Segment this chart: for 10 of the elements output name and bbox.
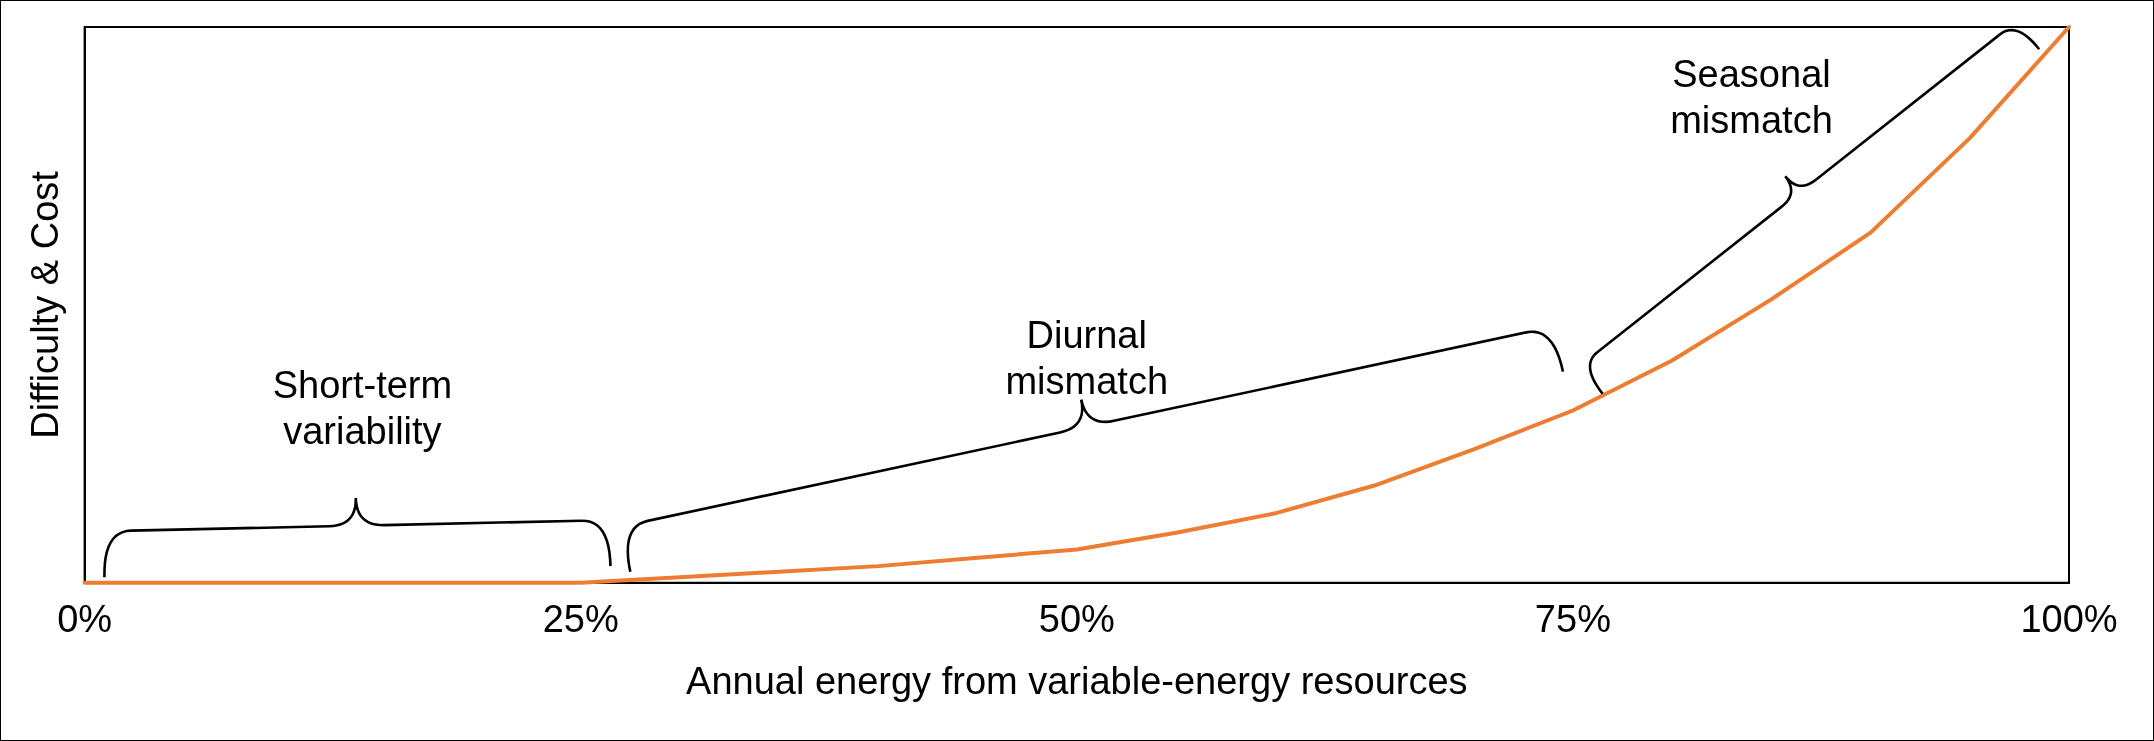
annotation: Short-term variability xyxy=(272,363,453,452)
x-tick-label: 100% xyxy=(2020,598,2118,641)
y-axis-title: Difficulty & Cost xyxy=(24,170,67,439)
annotation: Diurnal mismatch xyxy=(1005,313,1169,402)
annotation: Seasonal mismatch xyxy=(1670,52,1833,141)
x-tick-label: 50% xyxy=(1038,598,1115,641)
x-tick-label: 75% xyxy=(1534,598,1611,641)
x-tick-label: 25% xyxy=(542,598,619,641)
x-axis-title: Annual energy from variable-energy resources xyxy=(686,659,1468,702)
x-tick-label: 0% xyxy=(57,598,113,641)
